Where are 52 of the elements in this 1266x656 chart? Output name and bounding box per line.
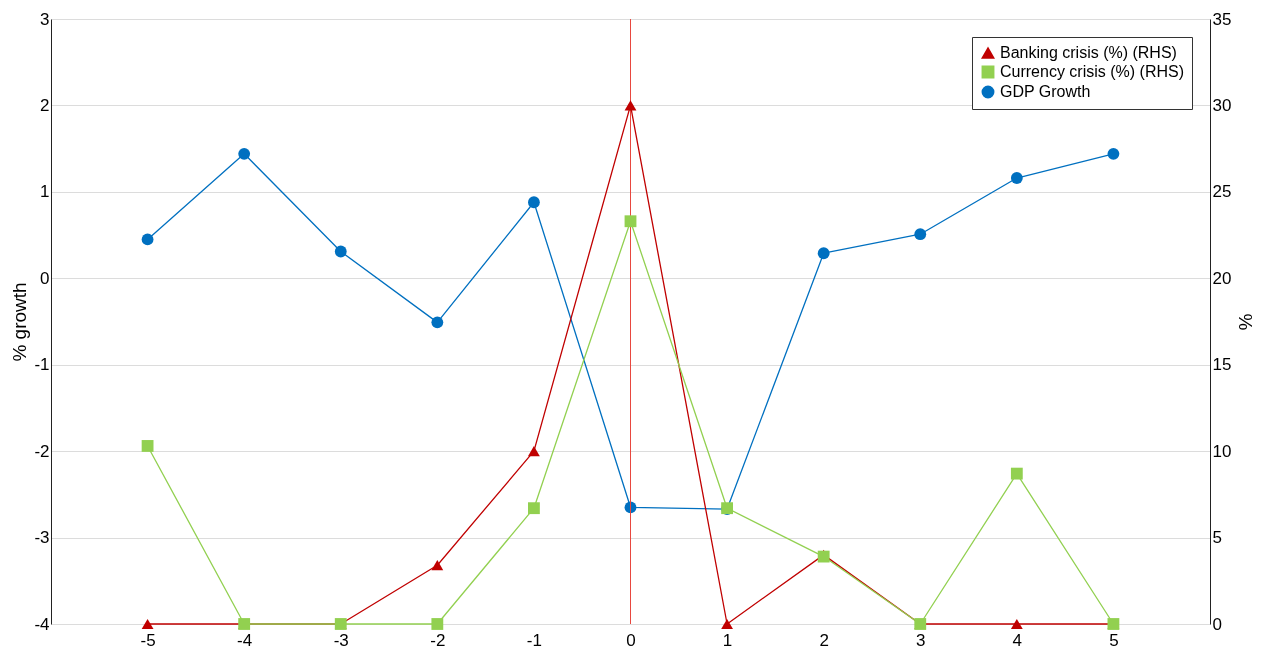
point — [431, 316, 444, 329]
point — [528, 502, 540, 515]
x-tick-label: 0 — [626, 630, 636, 650]
x-tick-label: 2 — [819, 630, 829, 650]
x-tick-label: -2 — [430, 630, 446, 650]
y-tick-label: -4 — [34, 614, 50, 634]
point — [1010, 467, 1023, 480]
y2-tick-label: 20 — [1212, 268, 1232, 288]
y2-tick-label: 0 — [1212, 614, 1222, 634]
y-tick-label: 3 — [40, 9, 50, 29]
point — [624, 100, 637, 111]
x-tick-label: 5 — [1109, 630, 1119, 650]
x-tick-label: 1 — [722, 630, 733, 650]
legend-label: Currency crisis (%) (RHS) — [1000, 63, 1184, 80]
y2-tick-label: 30 — [1212, 95, 1232, 115]
point — [141, 233, 154, 246]
y2-tick-label: 10 — [1212, 441, 1232, 461]
point — [817, 247, 830, 260]
x-tick-label: -3 — [333, 630, 349, 650]
y-tick-label: 1 — [40, 182, 50, 202]
point — [528, 446, 540, 457]
y-tick-label: -3 — [34, 528, 50, 548]
y-axis-title: % growth — [9, 282, 31, 362]
y2-tick-label: 35 — [1212, 9, 1232, 29]
y-tick-label: 2 — [40, 95, 50, 115]
x-tick-label: 3 — [916, 630, 926, 650]
point — [721, 618, 733, 630]
point — [914, 228, 927, 241]
x-tick-label: -4 — [237, 630, 253, 650]
x-tick-label: 4 — [1012, 630, 1023, 650]
point — [528, 196, 540, 209]
x-tick-label: -1 — [526, 630, 542, 650]
y-tick-label: -2 — [34, 441, 50, 461]
y2-tick-label: 15 — [1212, 355, 1232, 375]
point — [334, 245, 347, 258]
y2-axis-title: % — [1235, 313, 1257, 331]
point — [141, 618, 154, 630]
y2-tick-label: 5 — [1212, 528, 1222, 548]
point — [1010, 172, 1023, 184]
legend-label: Banking crisis (%) (RHS) — [1000, 44, 1177, 61]
point — [431, 560, 444, 571]
point — [1107, 147, 1120, 160]
y-tick-label: 0 — [40, 268, 50, 288]
y2-tick-label: 25 — [1212, 182, 1232, 202]
point — [238, 147, 251, 160]
legend-label: GDP Growth — [1000, 83, 1091, 100]
x-tick-label: -5 — [140, 630, 156, 650]
y-tick-label: -1 — [34, 355, 50, 375]
point — [431, 618, 444, 630]
point — [1010, 618, 1023, 630]
point — [141, 440, 154, 452]
point — [624, 215, 637, 228]
